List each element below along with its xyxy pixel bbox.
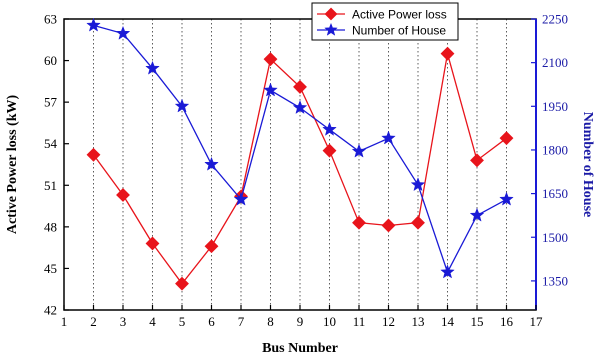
x-tick-label: 10: [323, 314, 336, 329]
y-axis-ticks: 42 45 48 51 54 57 60 63: [44, 12, 69, 318]
x-tick-label: 15: [471, 314, 484, 329]
x-tick-label: 17: [530, 314, 544, 329]
data-point: [499, 131, 514, 146]
x-tick-label: 1: [61, 314, 68, 329]
y-tick-label: 60: [44, 53, 57, 68]
x-tick-label: 5: [179, 314, 186, 329]
data-point: [263, 82, 278, 97]
series-layer: [86, 17, 514, 291]
data-point: [293, 79, 307, 94]
data-point: [145, 236, 160, 251]
y2-tick-label: 1800: [542, 142, 568, 157]
y2-tick-label: 1650: [542, 186, 568, 201]
data-point: [351, 143, 367, 158]
x-tick-label: 14: [441, 314, 455, 329]
legend-entry: Active Power loss: [317, 8, 447, 22]
legend-box: [311, 2, 459, 41]
y-tick-label: 42: [44, 303, 57, 318]
y-tick-label: 45: [44, 261, 57, 276]
x-tick-label: 3: [120, 314, 127, 329]
y2-tick-label: 1950: [542, 99, 568, 114]
x-tick-label: 12: [382, 314, 395, 329]
y2-tick-label: 1350: [542, 273, 568, 288]
x-axis-ticks: 1 2 3 4 5 6 7 8 9 10 11 12 13 14 15 16 17: [61, 305, 543, 329]
data-point: [292, 100, 308, 114]
data-point: [381, 130, 396, 145]
x-axis-title: Bus Number: [262, 341, 338, 356]
data-point: [115, 25, 131, 40]
data-point: [263, 52, 278, 67]
x-tick-label: 13: [412, 314, 425, 329]
legend-label: Active Power loss: [352, 8, 447, 22]
y-tick-label: 51: [44, 178, 57, 193]
legend: Active Power loss Number of House: [311, 2, 459, 41]
x-tick-label: 9: [297, 314, 304, 329]
data-point: [86, 17, 101, 32]
x-tick-label: 2: [90, 314, 97, 329]
legend-marker: [324, 22, 338, 36]
data-point: [116, 188, 130, 202]
data-point: [174, 98, 190, 113]
data-point: [411, 215, 425, 230]
y-axis-title: Active Power loss (kW): [5, 95, 20, 235]
x-tick-label: 16: [500, 314, 514, 329]
data-point: [322, 143, 337, 158]
data-point: [322, 121, 337, 136]
data-point: [499, 191, 514, 206]
y2-tick-label: 2250: [542, 12, 568, 27]
y-tick-label: 54: [44, 136, 58, 151]
data-point: [175, 276, 189, 291]
y2-axis-ticks: 1350 1500 1650 1800 1950 2100 2250: [531, 12, 568, 288]
data-point: [352, 215, 366, 230]
data-point: [470, 153, 484, 168]
data-point: [86, 147, 101, 162]
data-point: [410, 177, 426, 192]
data-point: [440, 46, 455, 61]
series-1: [86, 46, 514, 291]
y2-tick-label: 1500: [542, 230, 568, 245]
legend-entry: Number of House: [317, 22, 446, 38]
y2-axis-title: Number of House: [580, 112, 595, 218]
series-2: [86, 17, 514, 279]
x-tick-label: 11: [353, 314, 366, 329]
y-tick-label: 48: [44, 219, 57, 234]
x-tick-label: 6: [208, 314, 215, 329]
data-point: [469, 207, 485, 222]
data-point: [204, 156, 219, 171]
y-tick-label: 63: [44, 12, 57, 27]
grid-lines: [93, 19, 507, 310]
legend-label: Number of House: [352, 24, 446, 38]
data-point: [204, 239, 219, 254]
data-point: [440, 264, 455, 279]
data-point: [381, 218, 396, 233]
y-tick-label: 57: [44, 95, 58, 110]
x-tick-label: 4: [149, 314, 156, 329]
data-point: [233, 191, 249, 206]
y2-tick-label: 2100: [542, 55, 568, 70]
x-tick-label: 8: [267, 314, 274, 329]
legend-marker: [324, 7, 338, 21]
x-tick-label: 7: [238, 314, 245, 329]
data-point: [145, 60, 160, 75]
